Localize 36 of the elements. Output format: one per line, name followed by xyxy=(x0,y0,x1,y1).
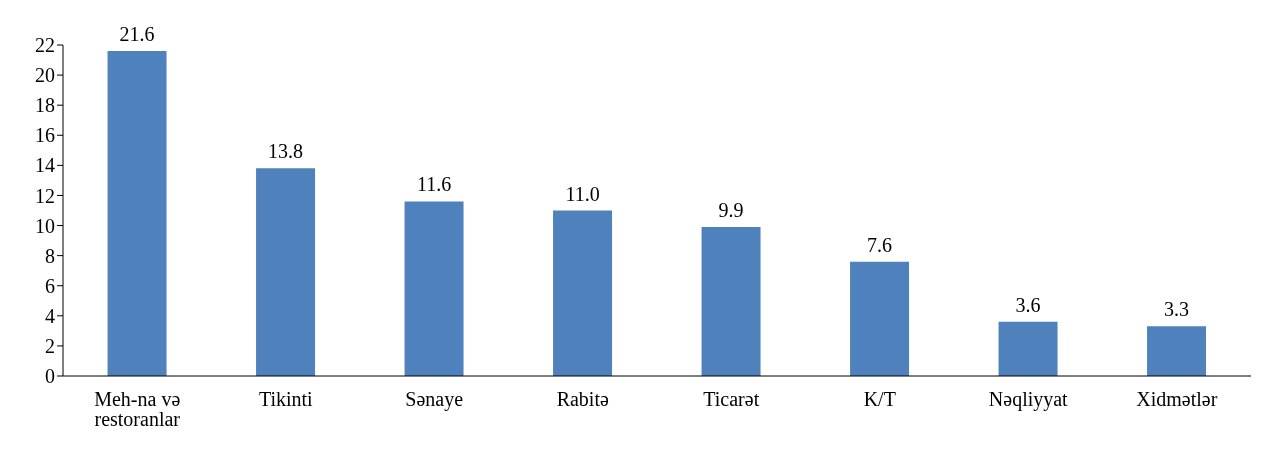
x-tick-label: Tikinti xyxy=(258,388,314,411)
y-tick-label: 8 xyxy=(45,244,55,267)
x-tick-label: Ticarət xyxy=(703,388,760,411)
y-tick-label: 16 xyxy=(35,124,55,147)
x-tick-label: Rabitə xyxy=(556,388,609,411)
x-tick-label: Meh-na və restoranlar xyxy=(94,388,181,431)
y-tick-label: 20 xyxy=(35,64,55,87)
y-tick-label: 2 xyxy=(45,335,55,358)
bar xyxy=(1147,326,1207,376)
y-tick-label: 4 xyxy=(45,304,55,327)
bar xyxy=(850,261,910,376)
data-label: 9.9 xyxy=(718,199,744,222)
x-tick-label: Nəqliyyat xyxy=(988,388,1069,412)
data-label: 3.3 xyxy=(1164,298,1190,321)
x-tick-label: K/T xyxy=(863,388,896,411)
y-tick-label: 6 xyxy=(45,274,55,297)
bar xyxy=(107,51,167,376)
y-tick-label: 10 xyxy=(35,214,55,237)
y-tick-label: 12 xyxy=(35,184,55,207)
bar xyxy=(701,227,761,376)
data-label: 7.6 xyxy=(867,233,893,256)
data-label: 11.6 xyxy=(416,173,452,196)
y-tick-label: 0 xyxy=(45,365,55,388)
bar xyxy=(553,210,613,376)
data-label: 11.0 xyxy=(565,182,600,205)
data-label: 21.6 xyxy=(119,23,155,46)
y-tick-label: 22 xyxy=(35,34,55,57)
data-label: 13.8 xyxy=(268,140,304,163)
bar xyxy=(404,201,464,376)
x-tick-label: Xidmətlər xyxy=(1136,388,1218,411)
bar xyxy=(256,168,316,376)
data-label: 3.6 xyxy=(1015,293,1041,316)
x-tick-label: Sənaye xyxy=(405,388,464,412)
y-tick-label: 18 xyxy=(35,94,55,117)
y-tick-label: 14 xyxy=(35,154,55,177)
bar xyxy=(998,321,1058,376)
